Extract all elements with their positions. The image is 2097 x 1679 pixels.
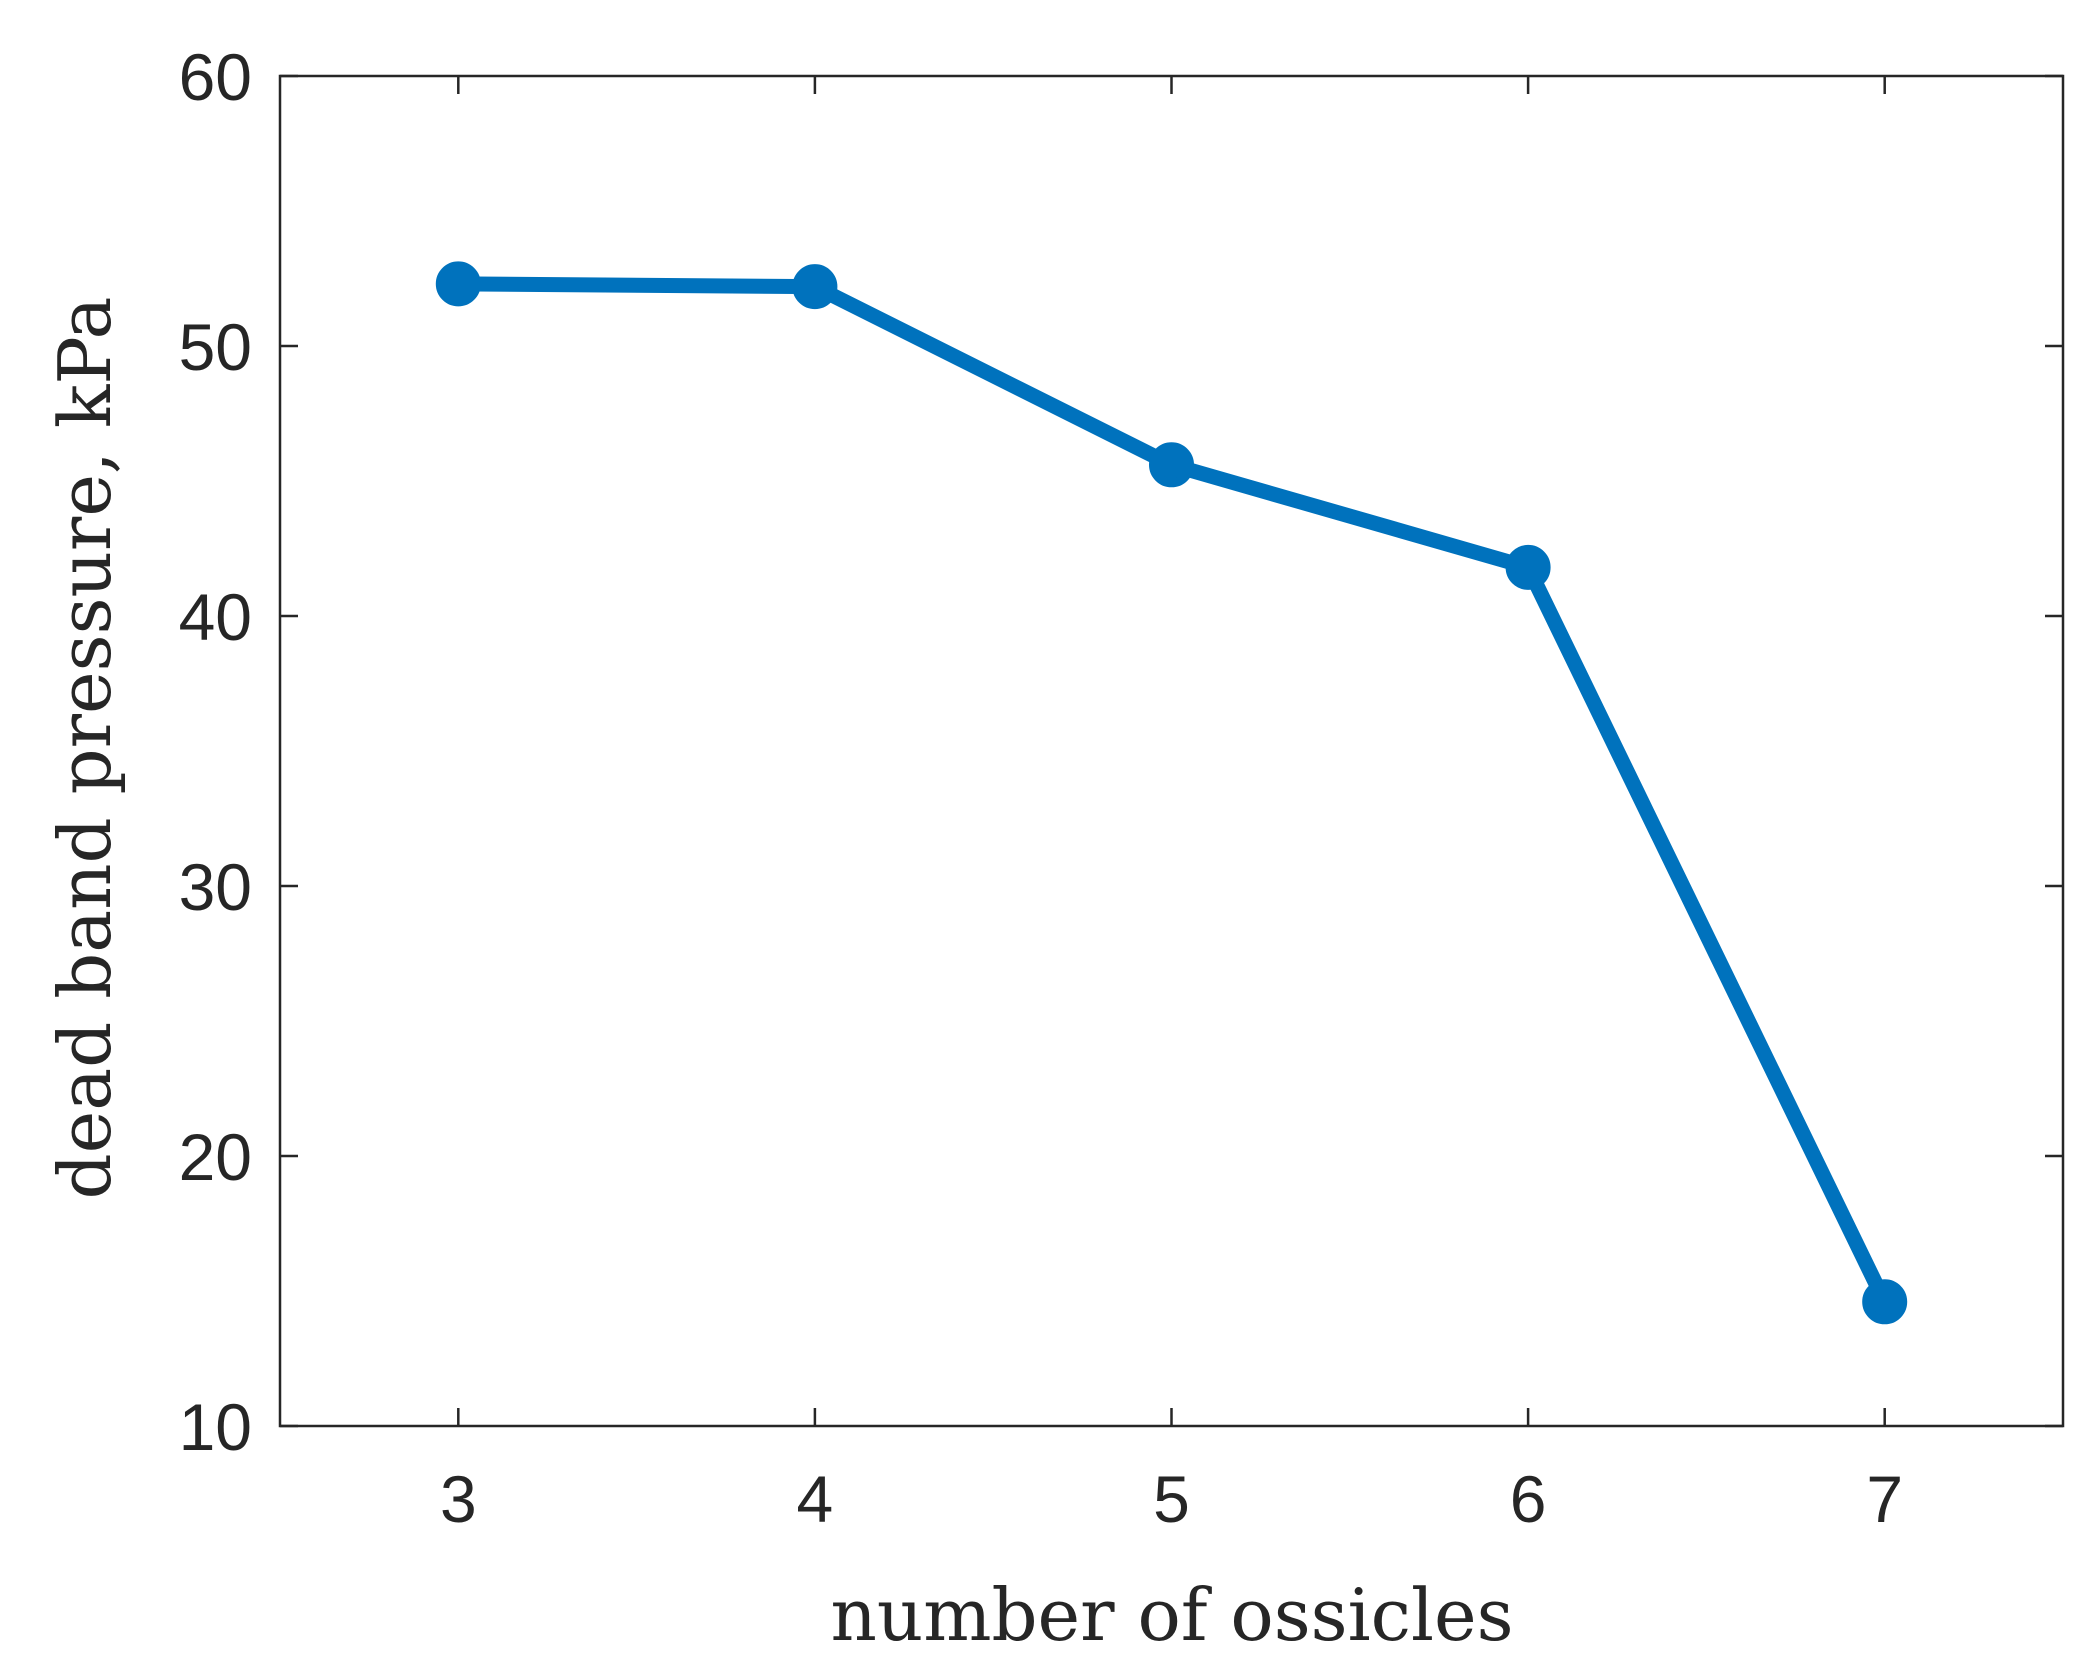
data-point (1149, 442, 1194, 488)
ticks-layer: 3 4 5 6 7 10 20 30 40 50 60 (179, 40, 2063, 1536)
series-layer (435, 261, 1908, 1325)
y-tick-label: 60 (179, 40, 252, 114)
data-point (1862, 1279, 1908, 1325)
x-tick-label: 3 (440, 1462, 477, 1536)
y-tick-label: 50 (179, 310, 252, 384)
y-axis-label: dead band pressure, kPa (43, 297, 127, 1200)
x-axis-label: number of ossicles (830, 1573, 1513, 1657)
x-tick-label: 5 (1153, 1462, 1190, 1536)
data-point (1505, 544, 1551, 590)
x-tick-label: 6 (1510, 1462, 1547, 1536)
y-tick-label: 30 (179, 850, 252, 924)
x-tick-label: 4 (797, 1462, 834, 1536)
y-tick-label: 20 (179, 1120, 252, 1194)
x-tick-label: 7 (1866, 1462, 1903, 1536)
y-tick-label: 10 (179, 1390, 252, 1464)
data-point (435, 261, 481, 307)
data-point (792, 264, 838, 310)
y-tick-label: 40 (179, 580, 252, 654)
